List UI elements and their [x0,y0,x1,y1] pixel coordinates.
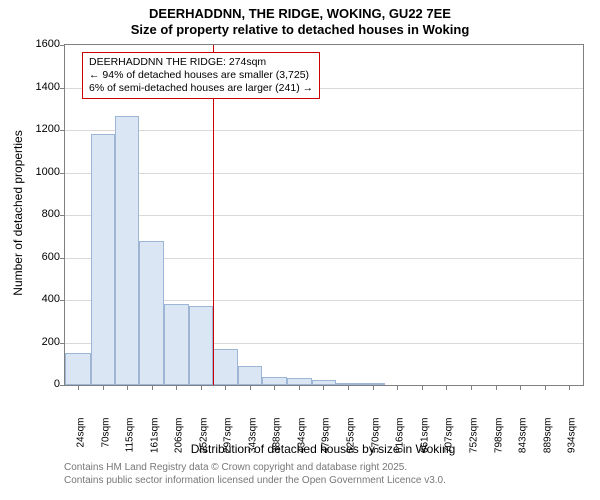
y-axis-label: Number of detached properties [11,123,25,303]
histogram-bar [65,353,91,385]
xtick-label: 479sqm [321,418,332,464]
xtick-label: 661sqm [419,418,430,464]
xtick-mark [569,385,570,390]
annotation-line2: ← 94% of detached houses are smaller (3,… [89,69,313,82]
xtick-label: 525sqm [346,418,357,464]
annotation-line3: 6% of semi-detached houses are larger (2… [89,82,313,95]
gridline [65,173,583,174]
gridline [65,215,583,216]
xtick-label: 24sqm [75,418,86,464]
xtick-mark [78,385,79,390]
footer-line2: Contains public sector information licen… [64,475,446,488]
xtick-label: 388sqm [272,418,283,464]
xtick-mark [545,385,546,390]
xtick-label: 616sqm [395,418,406,464]
ytick-mark [60,215,65,216]
ytick-label: 400 [30,293,60,305]
gridline [65,130,583,131]
xtick-mark [103,385,104,390]
attribution-footer: Contains HM Land Registry data © Crown c… [64,462,446,487]
histogram-bar [213,349,237,385]
histogram-bar [238,366,263,385]
xtick-label: 889sqm [542,418,553,464]
xtick-mark [496,385,497,390]
title-line2: Size of property relative to detached ho… [0,22,600,38]
xtick-label: 843sqm [517,418,528,464]
xtick-label: 252sqm [198,418,209,464]
ytick-mark [60,300,65,301]
xtick-mark [446,385,447,390]
annotation-line1: DEERHADDNN THE RIDGE: 274sqm [89,56,313,69]
xtick-label: 707sqm [444,418,455,464]
ytick-label: 600 [30,251,60,263]
ytick-mark [60,45,65,46]
xtick-mark [520,385,521,390]
xtick-label: 752sqm [468,418,479,464]
xtick-mark [471,385,472,390]
xtick-mark [176,385,177,390]
xtick-label: 115sqm [125,418,136,464]
ytick-mark [60,385,65,386]
histogram-bar [164,304,188,385]
xtick-label: 570sqm [370,418,381,464]
title-line1: DEERHADDNN, THE RIDGE, WOKING, GU22 7EE [0,6,600,22]
xtick-label: 434sqm [297,418,308,464]
xtick-label: 161sqm [149,418,160,464]
ytick-label: 800 [30,208,60,220]
ytick-label: 1000 [30,166,60,178]
xtick-mark [323,385,324,390]
annotation-box: DEERHADDNN THE RIDGE: 274sqm← 94% of det… [82,52,320,99]
ytick-mark [60,343,65,344]
xtick-label: 343sqm [248,418,259,464]
ytick-label: 1600 [30,38,60,50]
xtick-mark [397,385,398,390]
ytick-mark [60,173,65,174]
xtick-label: 70sqm [100,418,111,464]
xtick-mark [127,385,128,390]
xtick-mark [152,385,153,390]
xtick-mark [225,385,226,390]
xtick-label: 297sqm [223,418,234,464]
xtick-mark [201,385,202,390]
ytick-label: 0 [30,378,60,390]
xtick-label: 206sqm [174,418,185,464]
xtick-mark [274,385,275,390]
histogram-bar [139,241,164,386]
ytick-label: 1200 [30,123,60,135]
histogram-bar [115,116,139,385]
ytick-mark [60,130,65,131]
ytick-mark [60,88,65,89]
histogram-bar [189,306,214,385]
ytick-label: 1400 [30,81,60,93]
xtick-label: 798sqm [493,418,504,464]
xtick-mark [250,385,251,390]
xtick-mark [422,385,423,390]
footer-line1: Contains HM Land Registry data © Crown c… [64,462,446,475]
xtick-mark [373,385,374,390]
histogram-bar [91,134,115,385]
ytick-mark [60,258,65,259]
xtick-label: 934sqm [566,418,577,464]
histogram-bar [262,377,286,386]
ytick-label: 200 [30,336,60,348]
chart-title: DEERHADDNN, THE RIDGE, WOKING, GU22 7EE … [0,0,600,39]
histogram-bar [287,378,312,385]
xtick-mark [299,385,300,390]
xtick-mark [348,385,349,390]
